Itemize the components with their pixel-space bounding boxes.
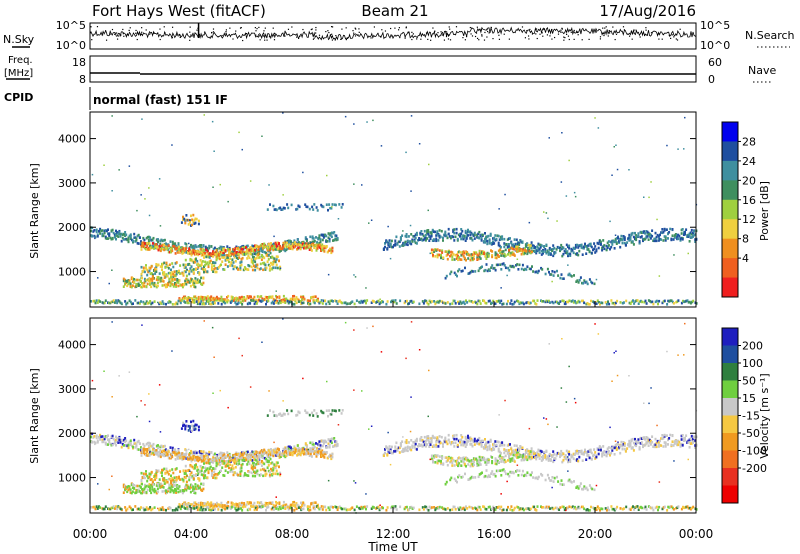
colorbar-tick-label: 8	[742, 233, 749, 246]
colorbar-tick-label: 16	[742, 194, 756, 207]
y-tick-label: 4000	[58, 339, 86, 352]
nsearch-tick-top: 10^5	[700, 19, 730, 32]
cpid-label: CPID	[4, 91, 33, 104]
nsky-panel: N.Sky 10^5 10^0 10^5 10^0 N.Search	[3, 19, 795, 52]
colorbar-swatch	[722, 219, 738, 240]
y-tick-label: 3000	[58, 383, 86, 396]
freq-tick-bottom: 8	[79, 73, 86, 86]
freq-panel: Freq. [MHz] 18 8 60 0 Nave	[4, 55, 776, 86]
time-tick-label: 16:00	[477, 527, 512, 541]
colorbar-tick-label: 24	[742, 155, 756, 168]
colorbar-swatch	[722, 328, 738, 346]
time-tick-label: 12:00	[376, 527, 411, 541]
colorbar-swatch	[722, 277, 738, 298]
y-tick-label: 3000	[58, 177, 86, 190]
nsearch-label: N.Search	[745, 29, 795, 42]
colorbar-swatch	[722, 380, 738, 399]
colorbar-swatch	[722, 238, 738, 259]
colorbar-tick-label: -200	[742, 462, 767, 475]
cpid-text: normal (fast) 151 IF	[93, 93, 228, 107]
colorbar-swatch	[722, 450, 738, 469]
velocity-ylabel: Slant Range [km]	[28, 368, 41, 464]
colorbar-tick-label: 200	[742, 340, 763, 353]
colorbar-tick-label: 28	[742, 135, 756, 148]
colorbar-tick-label: 50	[742, 375, 756, 388]
colorbar-tick-label: -100	[742, 445, 767, 458]
colorbar-swatch	[722, 468, 738, 486]
time-tick-label: 08:00	[275, 527, 310, 541]
nave-tick-top: 60	[708, 56, 722, 69]
y-tick-label: 1000	[58, 472, 86, 485]
nsky-trace	[89, 23, 697, 42]
time-axis-label: Time UT	[367, 540, 418, 554]
y-tick-label: 1000	[58, 266, 86, 279]
freq-label: Freq.	[8, 55, 33, 66]
colorbar-tick-label: 20	[742, 174, 756, 187]
colorbar-swatch	[722, 415, 738, 434]
power-panel: 4000 3000 2000 1000 Slant Range [km] 28 24 20…	[28, 111, 771, 308]
power-colorbar-label: Power [dB]	[758, 181, 771, 241]
power-colorbar: 28 24 20 16 12 8 4	[721, 121, 756, 298]
colorbar-swatch	[722, 433, 738, 451]
nave-tick-bottom: 0	[708, 73, 715, 86]
colorbar-tick-label: -15	[742, 410, 760, 423]
colorbar-swatch	[722, 345, 738, 364]
colorbar-swatch	[722, 485, 738, 504]
colorbar-swatch	[722, 141, 738, 162]
colorbar-tick-label: 100	[742, 357, 763, 370]
time-tick-label: 00:00	[73, 527, 108, 541]
date-title: 17/Aug/2016	[599, 2, 696, 20]
colorbar-swatch	[722, 363, 738, 381]
power-y-ticks: 4000 3000 2000 1000	[58, 133, 696, 279]
colorbar-swatch	[722, 122, 738, 142]
time-tick-label: 20:00	[578, 527, 613, 541]
time-axis: 00:00 04:00 08:00 12:00 16:00 20:00 00:00	[73, 301, 714, 541]
colorbar-tick-label: 12	[742, 213, 756, 226]
station-title: Fort Hays West (fitACF)	[92, 2, 266, 20]
colorbar-swatch	[722, 160, 738, 181]
nsky-label: N.Sky	[3, 33, 35, 46]
time-tick-label: 00:00	[679, 527, 714, 541]
velocity-colorbar: 200 100 50 15 -15 -50 -100 -200	[721, 327, 767, 504]
y-tick-label: 2000	[58, 221, 86, 234]
colorbar-swatch	[722, 258, 738, 279]
freq-unit: [MHz]	[4, 68, 33, 79]
colorbar-tick-label: 15	[742, 392, 756, 405]
velocity-y-ticks: 4000 3000 2000 1000	[58, 339, 696, 485]
colorbar-swatch	[722, 398, 738, 416]
velocity-panel: 4000 3000 2000 1000 Slant Range [km] 200 100…	[28, 317, 771, 514]
nsky-tick-bottom: 10^0	[56, 39, 86, 52]
y-tick-label: 4000	[58, 133, 86, 146]
y-tick-label: 2000	[58, 427, 86, 440]
power-data	[90, 112, 698, 308]
time-tick-label: 04:00	[174, 527, 209, 541]
velocity-data	[90, 318, 698, 514]
colorbar-swatch	[722, 199, 738, 220]
colorbar-tick-label: 4	[742, 252, 749, 265]
power-ylabel: Slant Range [km]	[28, 163, 41, 259]
velocity-colorbar-label: Velocity [m s⁻¹]	[758, 373, 771, 458]
colorbar-tick-label: -50	[742, 427, 760, 440]
nsearch-tick-bottom: 10^0	[700, 39, 730, 52]
nave-label: Nave	[748, 64, 776, 77]
freq-tick-top: 18	[72, 56, 86, 69]
nsky-tick-top: 10^5	[56, 19, 86, 32]
colorbar-swatch	[722, 180, 738, 201]
beam-title: Beam 21	[361, 2, 428, 20]
